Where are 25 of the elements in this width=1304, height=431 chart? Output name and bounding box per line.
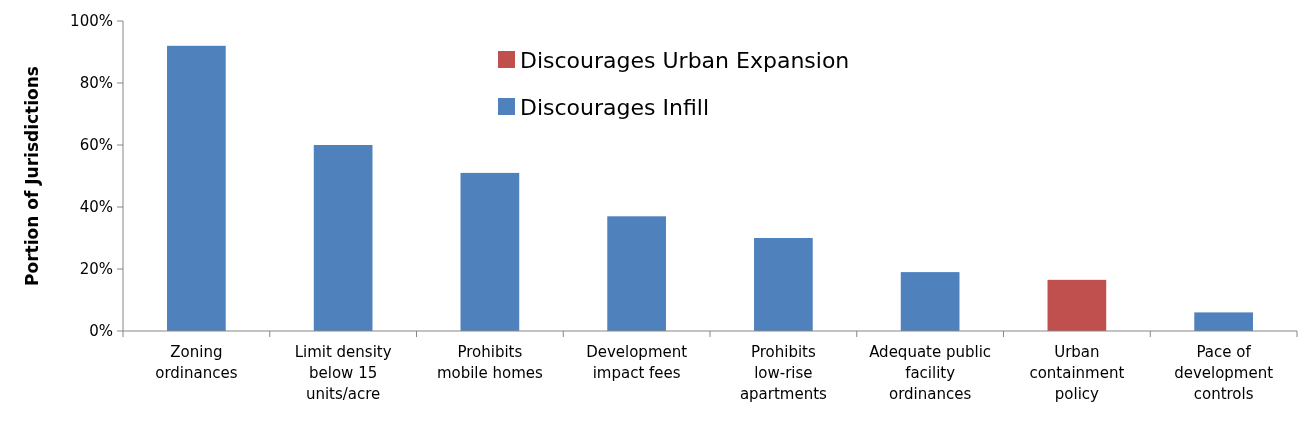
x-tick-label: Zoning ordinances bbox=[155, 343, 238, 382]
bar bbox=[754, 238, 813, 331]
x-tick-label: Development impact fees bbox=[586, 343, 688, 382]
bar bbox=[607, 216, 666, 331]
x-tick-label: Urban containment policy bbox=[1029, 343, 1125, 403]
y-axis-title: Portion of Jurisdictions bbox=[22, 66, 42, 286]
y-tick-label: 100% bbox=[70, 12, 113, 31]
x-tick-label: Limit density below 15 units/acre bbox=[294, 343, 392, 403]
y-tick-label: 20% bbox=[79, 260, 113, 279]
x-tick-label: Prohibits low-rise apartments bbox=[739, 343, 828, 403]
bar bbox=[1194, 312, 1253, 331]
y-tick-label: 60% bbox=[79, 136, 113, 155]
y-tick-label: 0% bbox=[89, 322, 113, 341]
x-tick-label: Pace of development controls bbox=[1174, 343, 1274, 403]
bar bbox=[900, 272, 960, 331]
bar bbox=[167, 45, 226, 331]
legend-label: Discourages Infill bbox=[520, 94, 710, 120]
legend-label: Discourages Urban Expansion bbox=[520, 47, 850, 73]
bar bbox=[313, 145, 373, 331]
y-tick-label: 40% bbox=[79, 198, 113, 217]
y-tick-label: 80% bbox=[79, 74, 113, 93]
bar bbox=[460, 172, 520, 331]
x-tick-label: Prohibits mobile homes bbox=[436, 343, 544, 382]
bar bbox=[1047, 279, 1107, 331]
x-tick-label: Adequate public facility ordinances bbox=[869, 343, 992, 403]
